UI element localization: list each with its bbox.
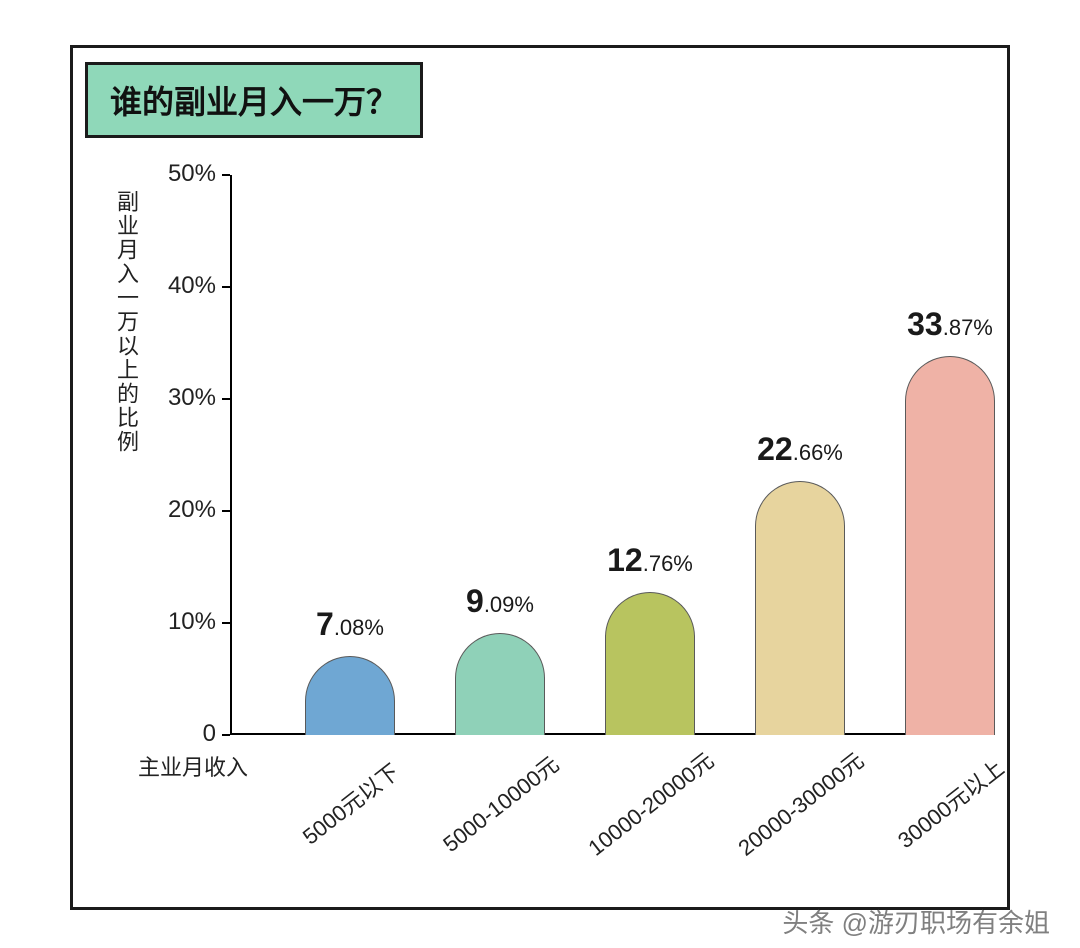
y-tick-label: 30% bbox=[168, 384, 216, 412]
bar-value-dec: .87% bbox=[943, 315, 993, 340]
y-axis-label: 副业月入一万以上的比例 bbox=[110, 190, 142, 454]
y-tick-mark bbox=[222, 510, 230, 512]
y-tick-mark bbox=[222, 622, 230, 624]
bar-value-label: 33.87% bbox=[870, 306, 1030, 343]
chart-title-text: 谁的副业月入一万？ bbox=[110, 84, 398, 120]
bar-value-dec: .66% bbox=[793, 440, 843, 465]
watermark-text: 头条 @游刃职场有余姐 bbox=[782, 903, 1050, 940]
y-tick-label: 0 bbox=[203, 720, 216, 748]
y-tick-label: 20% bbox=[168, 496, 216, 524]
bar bbox=[605, 592, 695, 735]
bar bbox=[755, 481, 845, 735]
bar-value-dec: .76% bbox=[643, 551, 693, 576]
bar bbox=[905, 356, 995, 735]
y-tick-mark bbox=[222, 286, 230, 288]
y-tick-mark bbox=[222, 734, 230, 736]
bar-value-label: 12.76% bbox=[570, 542, 730, 579]
y-tick-mark bbox=[222, 398, 230, 400]
bar-value-int: 33 bbox=[907, 306, 943, 342]
bar bbox=[305, 656, 395, 735]
y-tick-mark bbox=[222, 174, 230, 176]
bar-value-int: 7 bbox=[316, 606, 334, 642]
y-tick-label: 10% bbox=[168, 608, 216, 636]
y-tick-label: 40% bbox=[168, 272, 216, 300]
bar-value-dec: .08% bbox=[334, 615, 384, 640]
bar-value-int: 9 bbox=[466, 583, 484, 619]
bar-value-int: 12 bbox=[607, 542, 643, 578]
bar-value-dec: .09% bbox=[484, 592, 534, 617]
bar-value-label: 22.66% bbox=[720, 431, 880, 468]
x-axis-title: 主业月收入 bbox=[138, 750, 248, 782]
bar bbox=[455, 633, 545, 735]
chart-title-box: 谁的副业月入一万？ bbox=[85, 62, 423, 138]
bar-value-label: 9.09% bbox=[420, 583, 580, 620]
y-tick-label: 50% bbox=[168, 160, 216, 188]
bar-value-label: 7.08% bbox=[270, 606, 430, 643]
bar-value-int: 22 bbox=[757, 431, 793, 467]
y-axis-line bbox=[230, 175, 232, 735]
